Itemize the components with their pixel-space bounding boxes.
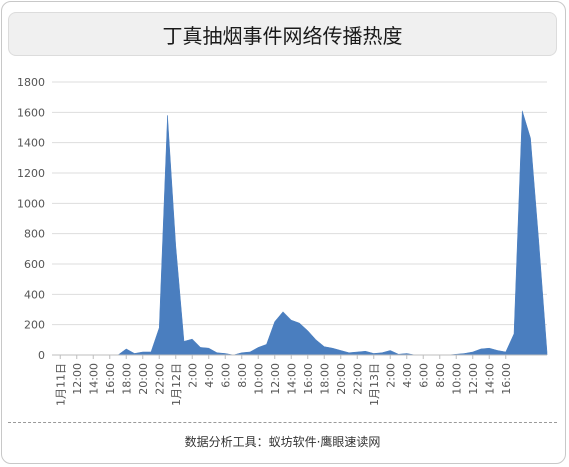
y-tick-label: 1600 [17,106,45,119]
y-tick-label: 600 [24,258,45,271]
x-tick-label: 2:00 [186,363,199,388]
x-tick-label: 16:00 [302,363,315,395]
x-tick-label: 12:00 [467,363,480,395]
x-tick-label: 18:00 [318,363,331,395]
x-tick-label: 22:00 [351,363,364,395]
y-tick-label: 1200 [17,167,45,180]
x-tick-label: 12:00 [71,363,84,395]
x-tick-label: 12:00 [269,363,282,395]
data-area [52,110,548,356]
x-tick-label: 6:00 [417,363,430,388]
x-tick-label: 10:00 [450,363,463,395]
x-tick-label: 16:00 [104,363,117,395]
x-tick-label: 20:00 [137,363,150,395]
x-tick-label: 8:00 [236,363,249,388]
gridlines [52,81,547,356]
x-tick-label: 14:00 [87,363,100,395]
x-axis-ticks: 1月11日 12:00 14:00 16:00 18:00 20:00 22:00 1月12日… [54,355,513,406]
chart-title: 丁真抽烟事件网络传播热度 [8,12,557,56]
y-tick-label: 1800 [17,76,45,89]
x-tick-label: 6:00 [219,363,232,388]
x-tick-label: 22:00 [153,363,166,395]
x-tick-label: 14:00 [483,363,496,395]
x-tick-label: 14:00 [285,363,298,395]
y-tick-label: 200 [24,319,45,332]
x-tick-label: 1月11日 [54,363,67,406]
x-tick-label: 18:00 [120,363,133,395]
series-area [52,110,548,356]
y-tick-label: 1400 [17,137,45,150]
x-tick-label: 16:00 [500,363,513,395]
y-tick-label: 0 [38,349,45,362]
y-axis-ticks: 0 200 400 600 800 1000 1200 1400 1600 1800 [17,76,45,362]
footer-divider [8,422,557,423]
y-tick-label: 400 [24,288,45,301]
y-tick-label: 800 [24,228,45,241]
x-tick-label: 1月13日 [368,363,381,406]
x-tick-label: 1月12日 [170,363,183,406]
x-tick-label: 8:00 [434,363,447,388]
x-tick-label: 4:00 [401,363,414,388]
y-tick-label: 1000 [17,197,45,210]
x-tick-label: 4:00 [203,363,216,388]
footer-credit: 数据分析工具：蚁坊软件·鹰眼速读网 [184,435,381,449]
x-tick-label: 20:00 [335,363,348,395]
x-tick-label: 10:00 [252,363,265,395]
x-tick-label: 2:00 [384,363,397,388]
